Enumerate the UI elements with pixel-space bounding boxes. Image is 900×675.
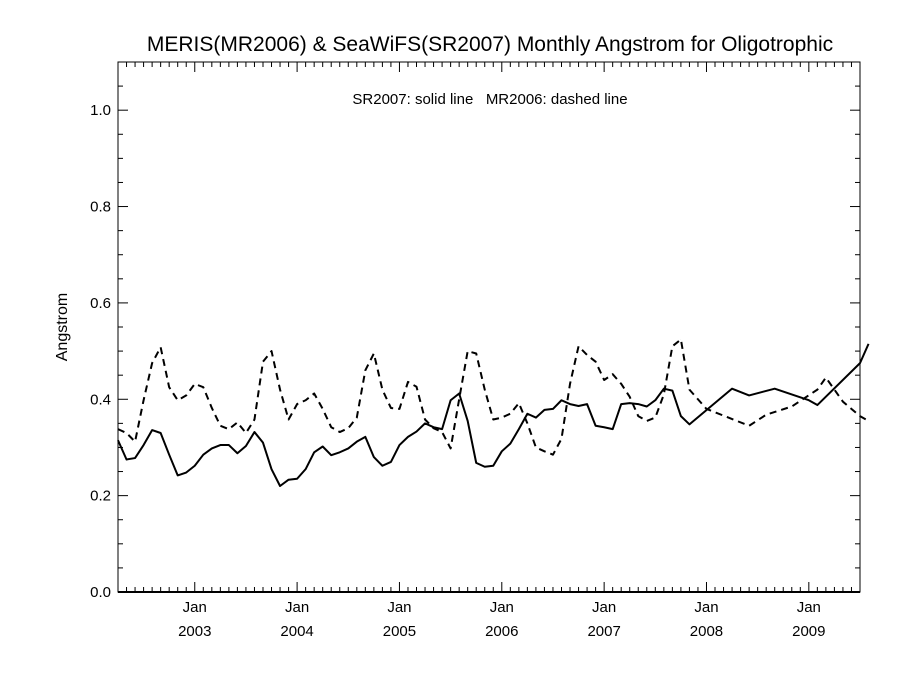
- plot-frame: [117, 61, 861, 593]
- x-tick-year-label: 2009: [792, 623, 825, 640]
- y-axis-ticks: 0.0 0.2 0.4 0.6 0.8 1.0: [90, 61, 860, 601]
- series-line-sr2007: [117, 343, 870, 487]
- y-tick-label: 0.2: [90, 488, 111, 505]
- y-tick-label: 1.0: [90, 102, 111, 119]
- y-tick-label: 0.8: [90, 199, 111, 216]
- x-tick-year-label: 2004: [280, 623, 313, 640]
- series-sr2007: [117, 343, 870, 487]
- x-tick-year-label: 2008: [690, 623, 723, 640]
- x-tick-year-label: 2005: [383, 623, 416, 640]
- x-tick-month-label: Jan: [490, 599, 514, 616]
- y-tick-label: 0.4: [90, 391, 111, 408]
- x-tick-month-label: Jan: [694, 599, 718, 616]
- x-tick-year-label: 2007: [587, 623, 620, 640]
- x-tick-month-label: Jan: [387, 599, 411, 616]
- x-axis-ticks: Jan 2003 Jan 2004 Jan 2005 Jan 2006 Jan 2007 Jan 20…: [117, 62, 861, 640]
- x-tick-month-label: Jan: [592, 599, 616, 616]
- y-axis-label: Angstrom: [54, 293, 71, 361]
- series-layer: [117, 338, 870, 487]
- y-tick-label: 0.6: [90, 295, 111, 312]
- x-tick-month-label: Jan: [183, 599, 207, 616]
- x-tick-month-label: Jan: [285, 599, 309, 616]
- x-tick-year-label: 2006: [485, 623, 518, 640]
- legend-annotation: SR2007: solid line MR2006: dashed line: [352, 91, 627, 108]
- x-tick-year-label: 2003: [178, 623, 211, 640]
- chart-title: MERIS(MR2006) & SeaWiFS(SR2007) Monthly …: [147, 33, 833, 56]
- y-tick-label: 0.0: [90, 584, 111, 601]
- x-tick-month-label: Jan: [797, 599, 821, 616]
- series-line-mr2006: [117, 338, 870, 456]
- series-mr2006: [117, 338, 870, 456]
